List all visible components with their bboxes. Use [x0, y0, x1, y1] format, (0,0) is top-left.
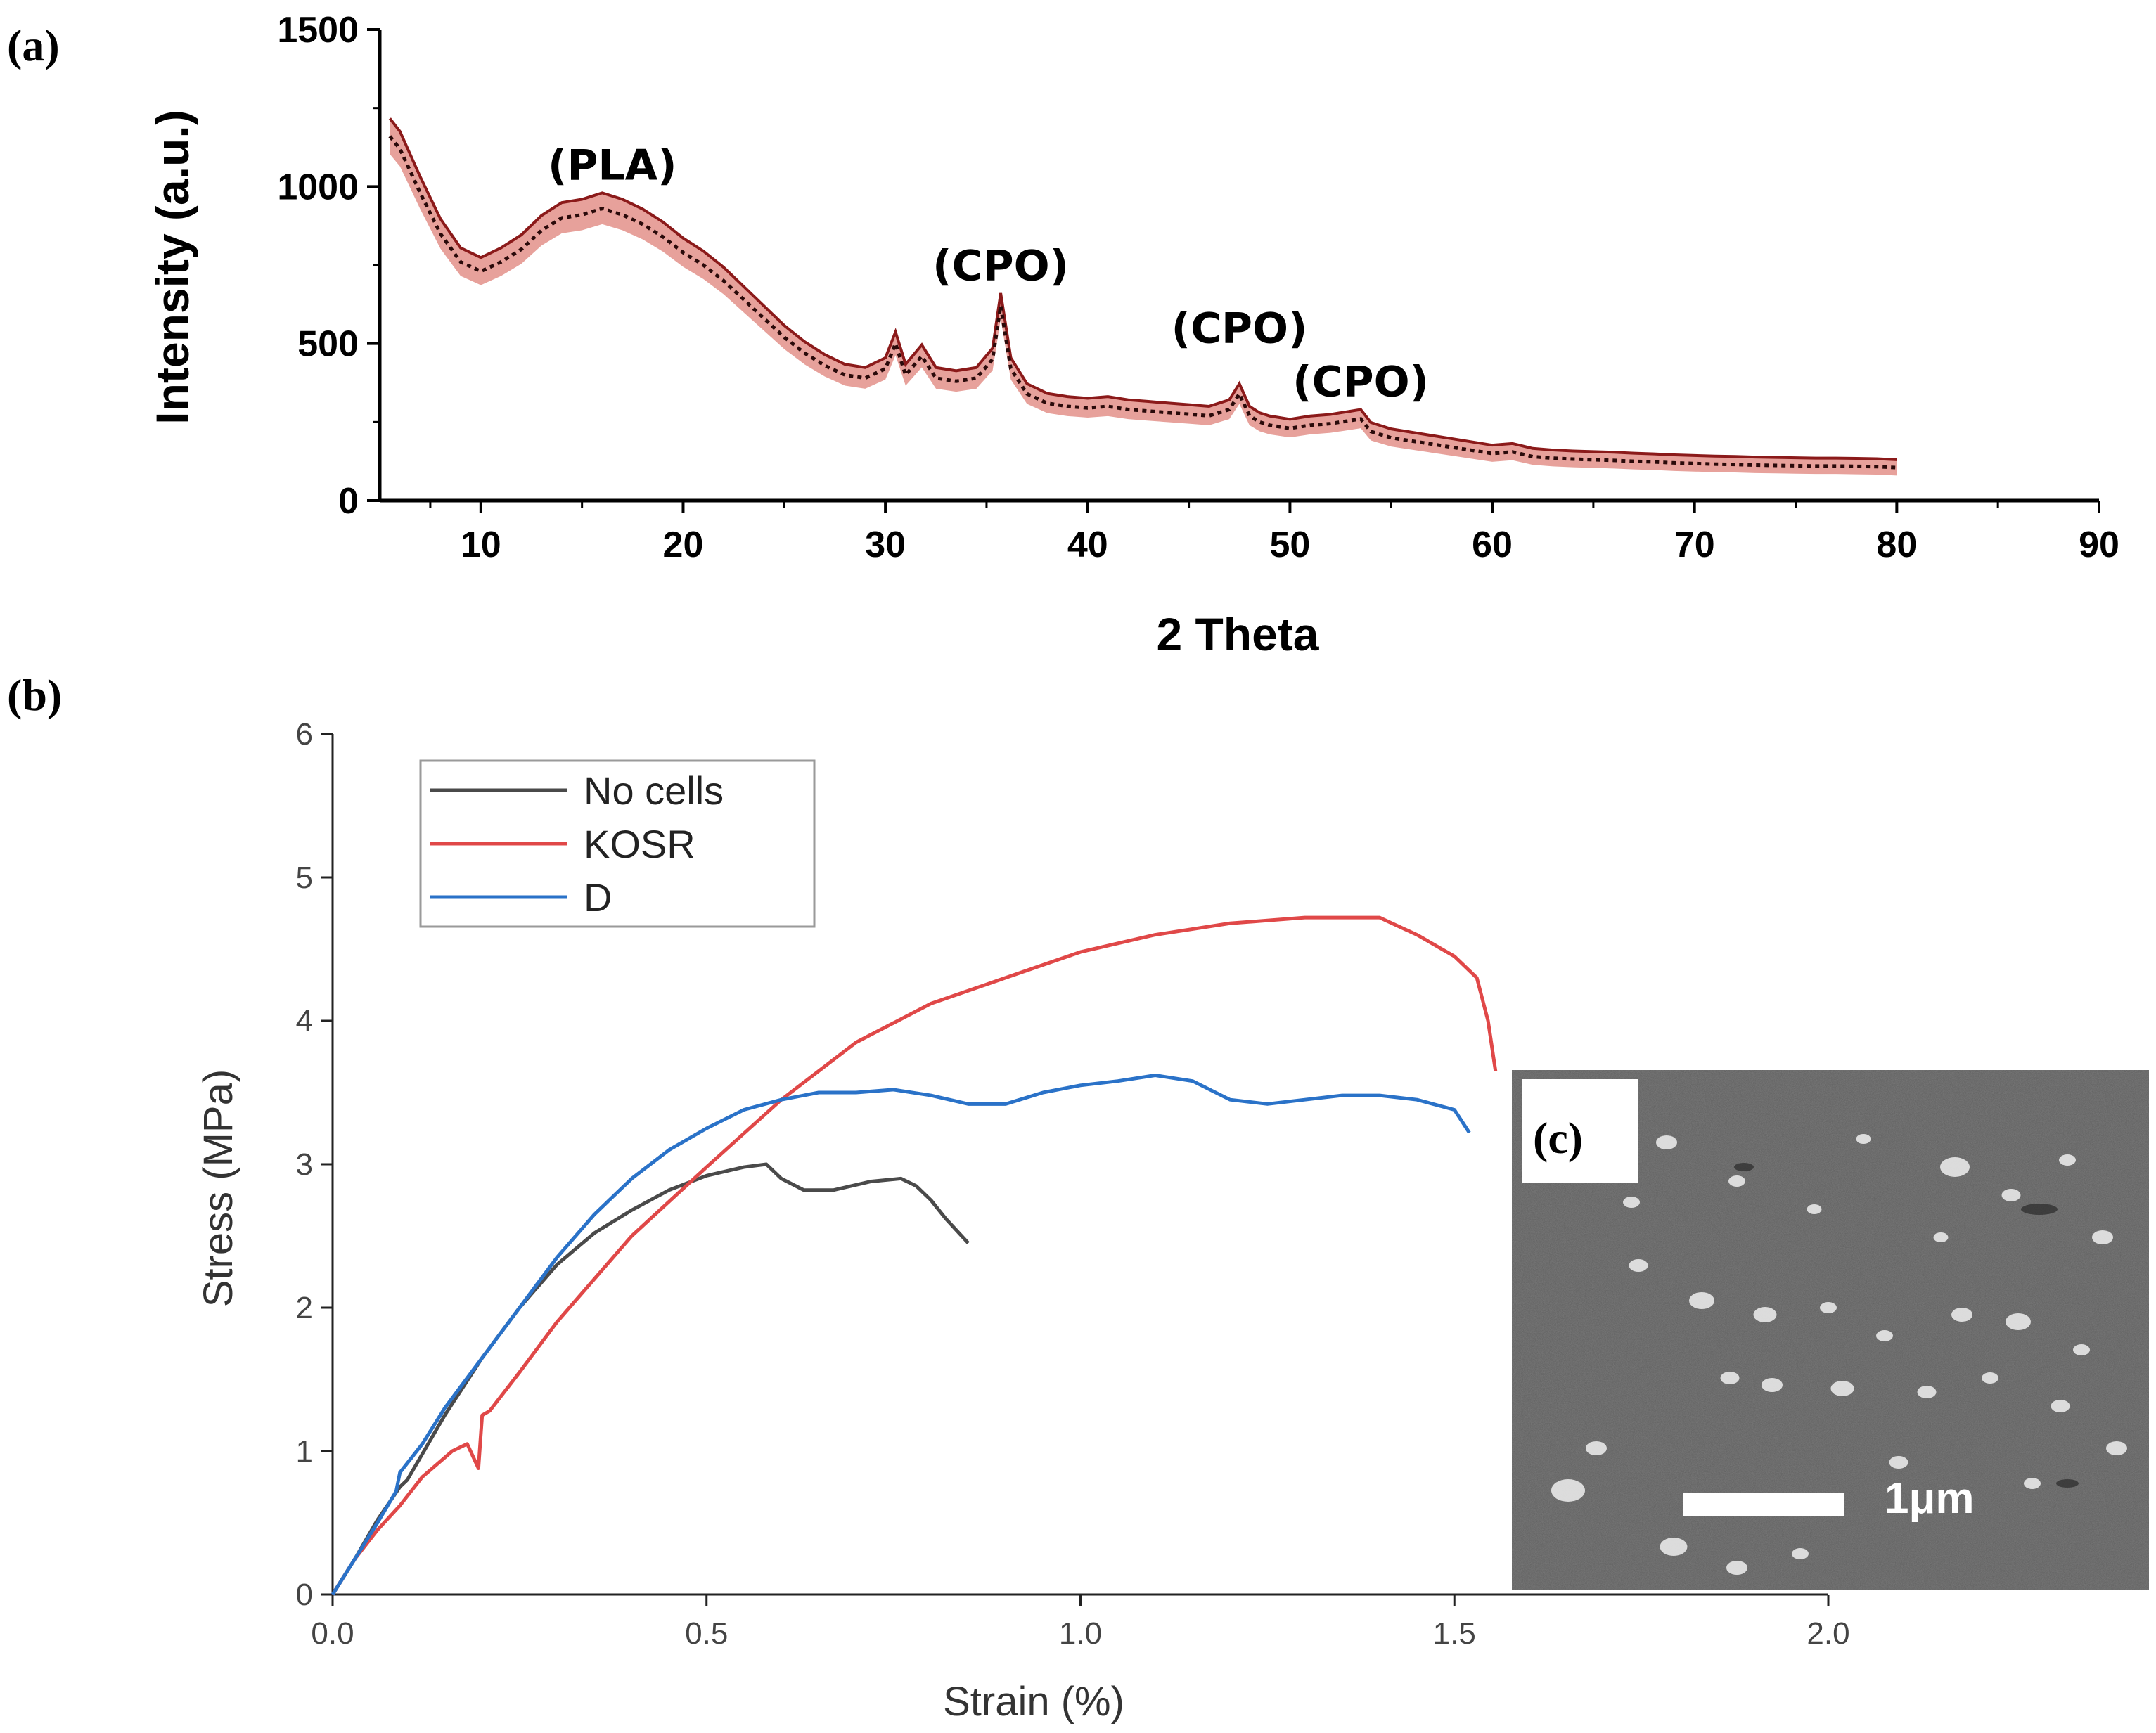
sem-particle [1889, 1456, 1908, 1469]
sem-particle [1762, 1378, 1783, 1392]
sem-particle [1830, 1381, 1854, 1396]
panel-b-y-tick-label: 3 [296, 1147, 313, 1182]
panel-b-x-tick-label: 1.5 [1433, 1616, 1476, 1651]
panel-b-y-tick-label: 0 [296, 1578, 313, 1612]
panel-b-x-axis-title: Strain (%) [943, 1679, 1124, 1725]
panel-b-series-d [331, 1074, 1471, 1596]
panel-c-label: (c) [1533, 1113, 1583, 1163]
sem-particle [1629, 1259, 1648, 1272]
sem-particle [1933, 1232, 1949, 1242]
panel-a-annotation: (PLA) [548, 141, 677, 190]
panel-a-band-area [390, 118, 1897, 476]
panel-a-annotation: (CPO) [1292, 358, 1429, 407]
sem-particle [1876, 1330, 1893, 1341]
panel-a-annotation: (CPO) [932, 241, 1069, 290]
sem-particle [2006, 1313, 2031, 1330]
panel-a-y-tick-label: 1500 [277, 10, 359, 51]
sem-particle [1917, 1386, 1937, 1398]
panel-a-x-tick-label: 10 [461, 524, 501, 565]
sem-particle [1623, 1197, 1640, 1208]
panel-a-y-tick-label: 1000 [277, 167, 359, 207]
panel-b-series [331, 915, 1498, 1596]
panel-a-x-tick-label: 90 [2079, 524, 2119, 565]
panel-a-axes: 10 20 30 40 50 60 70 80 90 0 500 1000 1500 [277, 10, 2119, 565]
sem-particle [1728, 1175, 1745, 1187]
sem-particle [1726, 1561, 1747, 1575]
panel-b-stress-strain-chart: (b) 0.0 0.5 1.0 1.5 2.0 0 1 2 3 4 5 6 Strain (%) St… [7, 670, 1850, 1725]
sem-particle [1820, 1302, 1837, 1313]
panel-c-sem-inset: (c) 1μm [1512, 1070, 2149, 1590]
panel-a-annotations: (PLA)(CPO)(CPO)(CPO) [548, 141, 1429, 406]
sem-dark-spot [1734, 1163, 1754, 1171]
panel-b-x-tick-label: 1.0 [1059, 1616, 1102, 1651]
sem-particle [1856, 1134, 1871, 1144]
panel-a-x-tick-label: 20 [663, 524, 704, 565]
panel-a-y-axis-title: Intensity (a.u.) [146, 110, 198, 424]
scale-bar-label: 1μm [1885, 1474, 1975, 1523]
panel-b-y-tick-label: 6 [296, 717, 313, 752]
panel-b-x-tick-label: 0.5 [685, 1616, 728, 1651]
sem-particle [1807, 1204, 1822, 1214]
panel-a-intensity-band [390, 118, 1897, 476]
sem-particle [1720, 1372, 1740, 1384]
sem-particle [1940, 1157, 1970, 1177]
panel-b-x-tick-label: 0.0 [311, 1616, 354, 1651]
panel-a-x-tick-label: 70 [1674, 524, 1715, 565]
sem-label-box [1522, 1079, 1638, 1183]
panel-b-x-tick-label: 2.0 [1807, 1616, 1849, 1651]
sem-particle [2059, 1154, 2076, 1166]
sem-particle [1656, 1135, 1677, 1149]
panel-a-y-tick-label: 0 [338, 481, 359, 522]
sem-particle [2106, 1441, 2127, 1455]
sem-particle [1753, 1307, 1777, 1322]
panel-b-series-kosr [331, 915, 1498, 1596]
legend-label-no-cells: No cells [584, 768, 724, 813]
legend-label-d: D [584, 875, 612, 920]
sem-particles [1551, 1134, 2127, 1575]
sem-particle [2073, 1344, 2090, 1355]
legend-label-kosr: KOSR [584, 822, 695, 866]
panel-a-series-upper-line [388, 117, 1897, 461]
sem-particle [2024, 1478, 2041, 1489]
panel-b-axes: 0.0 0.5 1.0 1.5 2.0 0 1 2 3 4 5 6 [296, 717, 1850, 1651]
scale-bar [1683, 1493, 1844, 1516]
panel-b-legend: No cells KOSR D [419, 759, 816, 928]
panel-a-x-tick-label: 40 [1067, 524, 1108, 565]
panel-b-y-axis-title: Stress (MPa) [195, 1069, 241, 1307]
panel-b-y-tick-label: 4 [296, 1004, 313, 1038]
sem-particle [2001, 1189, 2021, 1201]
sem-particle [1660, 1538, 1688, 1556]
panel-b-label: (b) [7, 670, 62, 720]
sem-particle [1951, 1308, 1972, 1322]
panel-a-x-tick-label: 60 [1472, 524, 1513, 565]
sem-particle [2092, 1230, 2113, 1244]
panel-a-x-tick-label: 30 [865, 524, 906, 565]
sem-particle [2051, 1400, 2070, 1412]
sem-dark-spot [2056, 1479, 2079, 1488]
panel-a-series-dotted-line [388, 135, 1897, 470]
panel-b-y-tick-label: 2 [296, 1291, 313, 1325]
panel-a-annotation: (CPO) [1172, 304, 1308, 354]
panel-a-x-axis-title: 2 Theta [1156, 608, 1319, 660]
panel-a-label: (a) [7, 20, 60, 70]
panel-a-xrd-chart: (a) 10 20 30 40 50 60 70 80 90 0 500 1000 1500 (PLA)… [7, 10, 2119, 660]
panel-b-y-tick-label: 5 [296, 861, 313, 895]
panel-a-x-tick-label: 80 [1876, 524, 1917, 565]
sem-particle [1551, 1479, 1585, 1502]
sem-particle [1689, 1292, 1714, 1309]
sem-particle [1982, 1372, 1998, 1384]
panel-b-y-tick-label: 1 [296, 1434, 313, 1469]
panel-a-y-tick-label: 500 [297, 324, 359, 365]
sem-dark-spot [2021, 1204, 2058, 1215]
panel-a-x-tick-label: 50 [1269, 524, 1310, 565]
panel-a-series [388, 117, 1897, 470]
sem-particle [1792, 1548, 1809, 1559]
sem-particle [1586, 1441, 1607, 1455]
